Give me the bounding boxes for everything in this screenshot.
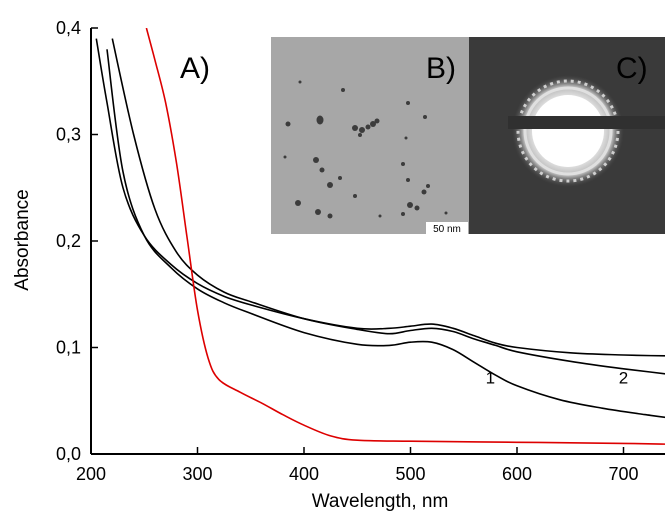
particle [315,209,321,215]
particle [313,157,319,163]
diffraction-ring-outer [516,79,620,183]
x-tick-label: 700 [608,464,638,484]
diffraction-center [532,95,604,167]
particle [316,115,324,125]
particle [295,200,301,206]
curve-label-1: 1 [486,369,495,388]
particle [401,212,405,216]
particle [285,121,291,127]
series-line-2 [111,38,665,375]
particle [338,176,342,180]
y-tick-label: 0,0 [56,444,81,464]
series-line-red [145,28,665,445]
y-tick-label: 0,4 [56,18,81,38]
scale-bar-box [426,222,468,234]
beam-stop [508,116,665,129]
series-line-1 [106,49,665,419]
y-ticks: 0,0 0,1 0,2 0,3 0,4 [56,18,98,464]
panel-label-c: C) [616,52,648,85]
particle [298,80,302,84]
particle [406,101,410,105]
particle [401,162,405,166]
inset-b-particles [283,80,448,219]
particle [365,124,371,130]
particle [352,125,358,131]
particle [341,88,345,92]
x-axis-label: Wavelength, nm [312,491,449,512]
particle [353,194,357,198]
particle [414,205,420,211]
inset-c-diffraction: C) [469,37,665,234]
particle [327,182,333,188]
series-layer [95,28,665,445]
particle [421,189,427,195]
particle [404,136,408,140]
series-line-3 [95,38,665,357]
particle [283,155,287,159]
x-tick-label: 500 [395,464,425,484]
curve-label-2: 2 [619,369,628,388]
inset-b-micrograph: 50 nm B) [271,37,469,235]
panel-label-a: A) [180,52,210,85]
scale-bar-text: 50 nm [433,224,461,235]
y-axis-label: Absorbance [12,189,33,290]
particle [406,178,410,182]
curve-labels: 123 [486,369,629,388]
inset-b-background [271,37,469,234]
panel-label-b: B) [426,52,456,85]
particle [407,202,413,208]
particle [359,127,365,133]
x-ticks: 200300400500600700800 [76,447,639,484]
y-tick-label: 0,1 [56,338,81,358]
x-tick-label: 400 [289,464,319,484]
x-tick-label: 200 [76,464,106,484]
diffraction-ring-mid [523,86,613,176]
particle [426,184,430,188]
y-tick-label: 0,3 [56,125,81,145]
particle [423,115,427,119]
x-tick-label: 600 [502,464,532,484]
particle [444,211,448,215]
particle [319,167,325,173]
particle [370,121,376,127]
particle [358,133,362,137]
y-tick-label: 0,2 [56,231,81,251]
x-tick-label: 300 [182,464,212,484]
particle [374,118,380,124]
particle [327,213,333,219]
particle [378,214,382,218]
